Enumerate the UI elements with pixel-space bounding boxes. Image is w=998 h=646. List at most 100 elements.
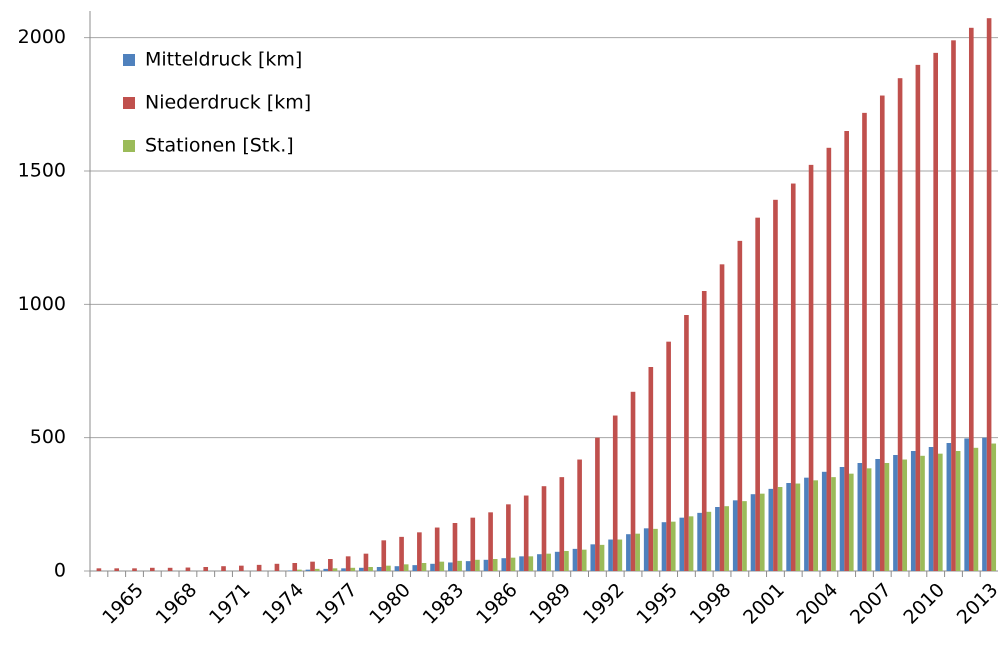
bar [457, 560, 462, 571]
bar [857, 463, 863, 571]
bar [777, 487, 783, 571]
bar [572, 548, 578, 571]
bar [167, 567, 173, 571]
bar [862, 112, 867, 571]
bar [839, 467, 845, 571]
bar [386, 565, 391, 571]
bar [399, 536, 404, 571]
bar [483, 559, 489, 571]
bar [964, 438, 969, 571]
bar [452, 523, 458, 571]
bar [768, 488, 774, 571]
bar [933, 52, 939, 572]
bar [350, 567, 356, 571]
bar [577, 459, 582, 571]
bar [492, 559, 498, 571]
bar [630, 391, 636, 571]
bar [274, 563, 280, 571]
bar [684, 315, 689, 571]
legend-swatch [123, 97, 135, 109]
bar [132, 568, 137, 571]
y-tick-label: 2000 [18, 26, 66, 48]
bar [528, 556, 534, 571]
bar [808, 164, 814, 571]
x-tick-label: 1965 [98, 579, 148, 629]
bar [341, 568, 346, 571]
bar [973, 447, 979, 571]
bar [239, 565, 244, 571]
bar [701, 291, 707, 571]
bar [359, 567, 364, 571]
x-tick-label: 1989 [525, 579, 575, 629]
bar [773, 199, 778, 572]
x-tick-label: 1995 [632, 579, 682, 629]
bar [541, 486, 547, 571]
bar [185, 567, 191, 571]
x-tick-label: 1974 [258, 579, 308, 629]
bar [759, 493, 765, 571]
bar [750, 494, 756, 571]
bar [403, 564, 409, 571]
bar [724, 506, 729, 571]
bar [928, 447, 934, 571]
bar [287, 570, 293, 571]
x-tick-label: 1971 [205, 579, 255, 629]
x-tick-label: 1977 [312, 579, 362, 629]
x-tick-label: 2013 [953, 579, 998, 629]
bar [430, 563, 435, 571]
bar [848, 473, 854, 571]
bar [506, 504, 511, 571]
bar [581, 549, 587, 571]
legend-swatch [123, 140, 135, 152]
bar [417, 532, 422, 571]
bar [920, 455, 925, 571]
bar [732, 500, 738, 571]
bar [332, 568, 338, 571]
bar [114, 568, 120, 571]
bar [991, 443, 997, 571]
bar [510, 557, 516, 571]
bar [256, 564, 262, 571]
bar [938, 453, 943, 571]
bar [648, 367, 654, 571]
bar [795, 483, 801, 571]
bar [688, 516, 694, 571]
bar [813, 480, 819, 571]
bar [706, 511, 712, 571]
y-tick-label: 0 [54, 560, 66, 582]
x-tick-label: 1992 [579, 579, 629, 629]
bar [465, 561, 471, 571]
bar [666, 341, 671, 571]
bar [394, 566, 400, 571]
bar [149, 567, 155, 571]
x-tick-label: 1986 [472, 579, 522, 629]
bar [902, 459, 908, 571]
bar [519, 556, 524, 571]
bar [643, 528, 649, 571]
bar [826, 147, 832, 572]
bar [635, 533, 640, 571]
bar [376, 567, 382, 571]
bar [875, 459, 880, 571]
bar [297, 569, 302, 571]
bar [488, 512, 493, 571]
bar [626, 534, 631, 571]
bar [203, 567, 209, 571]
bar [968, 27, 974, 572]
bar [221, 566, 226, 571]
bar [617, 539, 623, 571]
bar [884, 463, 890, 571]
bar [844, 131, 849, 571]
x-tick-label: 1983 [419, 579, 469, 629]
bar [866, 468, 872, 571]
bar [879, 95, 885, 572]
y-tick-label: 1000 [18, 293, 66, 315]
bar [653, 528, 658, 571]
bar [564, 551, 569, 571]
bar [323, 568, 329, 571]
bar [310, 561, 315, 571]
bar [737, 240, 743, 571]
bar [412, 565, 418, 571]
bar [715, 507, 720, 571]
